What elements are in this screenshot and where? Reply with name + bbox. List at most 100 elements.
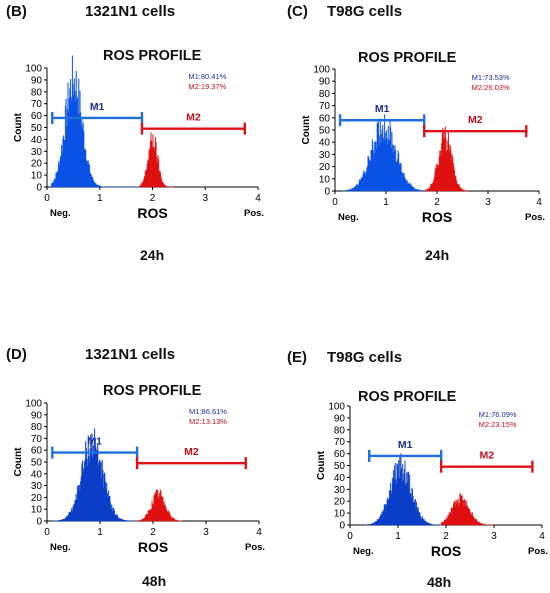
y-tick-label: 80	[31, 87, 43, 98]
x-axis-title: ROS	[137, 205, 167, 221]
m1-percent: M1:80.41%	[188, 72, 226, 81]
x-tick-label: 0	[332, 197, 338, 208]
x-axis-title: ROS	[431, 543, 461, 559]
neg-label: Neg.	[353, 546, 374, 557]
chart-title: ROS PROFILE	[358, 389, 457, 405]
histogram-series-m2	[136, 489, 183, 522]
y-tick-label: 50	[334, 461, 346, 472]
y-tick-label: 30	[31, 147, 43, 158]
y-tick-label: 90	[319, 77, 331, 88]
x-tick-label: 3	[203, 527, 209, 538]
y-tick-label: 50	[31, 458, 43, 469]
y-tick-label: 100	[328, 402, 345, 413]
y-tick-label: 10	[31, 505, 43, 516]
y-tick-label: 80	[319, 89, 331, 100]
y-tick-label: 10	[319, 174, 331, 185]
y-tick-label: 40	[334, 473, 346, 484]
y-tick-label: 60	[31, 111, 43, 122]
y-tick-label: 50	[319, 126, 331, 137]
m2-percent: M2:23.15%	[479, 420, 517, 429]
y-tick-label: 90	[334, 413, 346, 424]
gate-m1-label: M1	[375, 103, 390, 115]
y-tick-label: 20	[334, 497, 346, 508]
m1-percent: M1:73.53%	[472, 73, 510, 82]
x-tick-label: 0	[44, 193, 50, 204]
cell-line-title: 1321N1 cells	[85, 346, 176, 363]
cell-line-title: T98G cells	[327, 349, 403, 366]
pos-label: Pos.	[245, 542, 265, 553]
y-tick-label: 30	[334, 485, 346, 496]
panel-e: (E) T98G cells ROS PROFILE 0 10 20 30 40 50 60…	[275, 296, 550, 593]
y-tick-label: 70	[31, 434, 43, 445]
y-tick-label: 20	[31, 493, 43, 504]
y-tick-label: 50	[31, 123, 43, 134]
y-tick-label: 80	[334, 425, 346, 436]
m2-percent: M2:26.03%	[472, 83, 510, 92]
y-tick-label: 90	[31, 410, 43, 421]
y-axis-title: Count	[316, 450, 327, 480]
histogram-series-m1	[364, 453, 442, 526]
x-tick-label: 0	[347, 531, 353, 542]
y-tick-label: 100	[25, 64, 42, 75]
m1-percent: M1:76.09%	[479, 410, 517, 419]
gate-m2-label: M2	[184, 446, 199, 458]
pos-label: Pos.	[244, 208, 264, 219]
histogram-series-m2	[441, 493, 495, 526]
y-tick-label: 40	[319, 138, 331, 149]
y-tick-label: 20	[31, 159, 43, 170]
gate-m2-label: M2	[468, 114, 483, 126]
y-tick-label: 30	[319, 150, 331, 161]
gate-m2-label: M2	[480, 450, 495, 462]
chart-title: ROS PROFILE	[103, 383, 202, 399]
histogram-series-m2	[424, 126, 469, 192]
pos-label: Pos.	[528, 546, 548, 557]
x-tick-label: 1	[395, 531, 401, 542]
gate-m1-label: M1	[398, 439, 413, 451]
cell-line-title: 1321N1 cells	[85, 3, 176, 20]
x-tick-label: 2	[434, 197, 440, 208]
time-label: 48h	[427, 574, 452, 590]
y-tick-label: 40	[31, 469, 43, 480]
cell-line-title: T98G cells	[327, 3, 403, 20]
m1-percent: M1:86.61%	[189, 407, 227, 416]
y-axis-title: Count	[13, 447, 24, 477]
panel-label: (E)	[287, 349, 307, 366]
histogram-series-m1	[342, 114, 426, 192]
x-tick-label: 2	[443, 531, 449, 542]
y-tick-label: 100	[25, 399, 42, 410]
gate-m1-label: M1	[87, 436, 102, 448]
y-tick-label: 60	[31, 446, 43, 457]
y-tick-label: 70	[319, 101, 331, 112]
chart-title: ROS PROFILE	[103, 48, 202, 64]
time-label: 24h	[425, 247, 450, 263]
x-tick-label: 3	[485, 197, 491, 208]
x-tick-label: 1	[97, 193, 103, 204]
panel-label: (B)	[6, 3, 27, 20]
histogram-series-m1	[52, 428, 138, 522]
x-tick-label: 2	[150, 527, 156, 538]
x-axis-title: ROS	[422, 209, 452, 225]
y-tick-label: 10	[334, 509, 346, 520]
x-tick-label: 3	[491, 531, 497, 542]
time-label: 24h	[140, 247, 165, 263]
neg-label: Neg.	[50, 542, 71, 553]
x-tick-label: 4	[539, 531, 545, 542]
m2-percent: M2:13.13%	[189, 417, 227, 426]
y-tick-label: 100	[313, 65, 330, 76]
y-axis-title: Count	[13, 112, 24, 142]
y-tick-label: 70	[31, 99, 43, 110]
gate-m2-label: M2	[186, 112, 201, 124]
histogram-series-m2	[139, 132, 175, 188]
y-tick-label: 40	[31, 135, 43, 146]
panel-c: (C) T98G cells ROS PROFILE 0 10 20 30 40 50 60…	[275, 0, 550, 296]
m2-percent: M2:19.37%	[188, 82, 226, 91]
time-label: 48h	[142, 573, 167, 589]
panel-label: (C)	[287, 3, 308, 20]
y-tick-label: 0	[324, 187, 330, 198]
neg-label: Neg.	[50, 208, 71, 219]
panel-d: (D) 1321N1 cells ROS PROFILE 0 10 20 30 40 50…	[0, 296, 275, 593]
